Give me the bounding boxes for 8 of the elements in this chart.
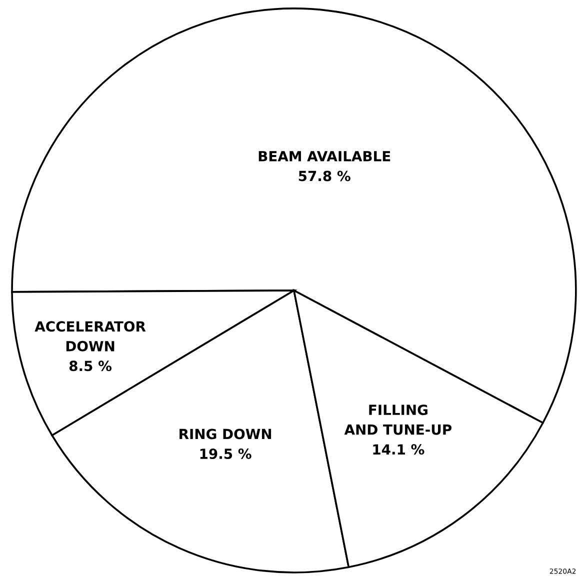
data-label: 14.1 % [373, 444, 424, 455]
data-label: 57.8 % [298, 170, 350, 182]
data-label: 19.5 % [200, 448, 252, 460]
slice-label: ACCELERATOR DOWN [34, 321, 146, 352]
slice-label: BEAM AVAILABLE [258, 151, 390, 162]
slice-label: FILLING AND TUNE-UP [344, 404, 452, 435]
slice-label: RING DOWN [180, 428, 272, 440]
data-label: 8.5 % [69, 360, 112, 372]
